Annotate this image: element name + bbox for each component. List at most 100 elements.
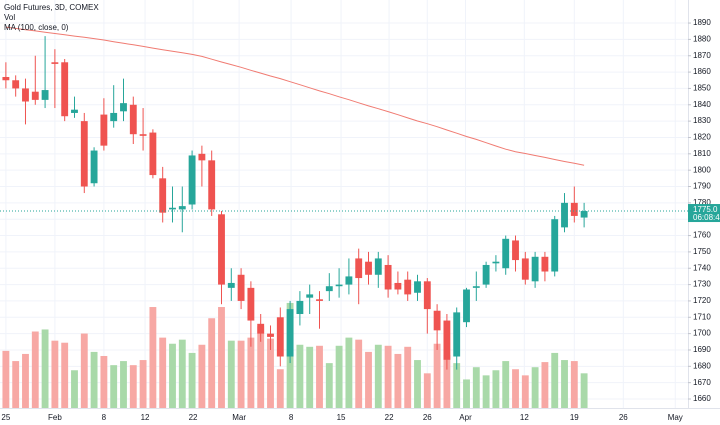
candle-body [512, 240, 519, 261]
x-tick-label: Feb [48, 413, 62, 422]
candle-body [2, 76, 10, 81]
y-tick-label: 1700 [693, 329, 711, 338]
volume-bar [570, 361, 578, 408]
x-tick-label: 15 [337, 413, 346, 422]
x-tick-label: May [668, 413, 683, 422]
x-tick-label: 26 [619, 413, 628, 422]
candle-body [394, 282, 402, 290]
countdown-label: 06:08:43 [693, 213, 720, 222]
candle-body [129, 104, 137, 135]
candle-body [443, 320, 451, 360]
volume-bar [2, 350, 10, 408]
x-tick-label: 22 [189, 413, 198, 422]
y-tick-label: 1670 [693, 378, 711, 387]
volume-bar [394, 353, 402, 408]
candle-body [472, 286, 480, 288]
x-tick-label: Apr [459, 413, 472, 422]
ma-line [5, 26, 585, 166]
candle-body [188, 155, 196, 205]
volume-bar [169, 343, 176, 408]
volume-bar [296, 344, 304, 408]
volume-bar [110, 365, 118, 408]
volume-bar [198, 344, 206, 408]
volume-bar [71, 370, 78, 408]
candle-body [286, 309, 294, 357]
y-tick-label: 1780 [693, 198, 711, 207]
candle-body [453, 312, 461, 357]
y-tick-label: 1860 [693, 67, 711, 76]
candle-body [335, 284, 343, 287]
y-tick-label: 1800 [693, 165, 711, 174]
volume-bar [159, 337, 167, 408]
volume-bar [580, 373, 588, 408]
volume-bar [463, 379, 470, 408]
candle-body [521, 258, 529, 280]
candle-body [208, 160, 216, 210]
candle-body [414, 281, 421, 293]
candle-body [316, 299, 323, 301]
volume-bar [218, 307, 225, 408]
candle-body [365, 261, 372, 275]
y-tick-label: 1850 [693, 84, 711, 93]
candle-body [325, 286, 333, 292]
x-tick-label: 8 [102, 413, 107, 422]
volume-bar [502, 361, 510, 408]
candle-body [345, 276, 353, 285]
candle-body [355, 258, 363, 279]
volume-bar [100, 355, 108, 408]
candle-body [120, 103, 127, 112]
candle-body [80, 121, 88, 187]
candle-body [110, 112, 118, 122]
y-tick-label: 1720 [693, 296, 711, 305]
candle-body [306, 294, 314, 298]
candle-layer [0, 26, 688, 370]
candle-body [139, 134, 147, 136]
y-tick-label: 1840 [693, 100, 711, 109]
volume-bar [414, 360, 421, 408]
candle-body [433, 310, 441, 331]
candle-body [90, 150, 98, 184]
volume-bar [178, 339, 186, 408]
y-tick-label: 1740 [693, 263, 711, 272]
x-tick-label: 26 [423, 413, 432, 422]
last-price-box [688, 204, 720, 223]
last-price-label: 1775.0 [693, 205, 718, 214]
volume-bar [404, 346, 412, 408]
candle-body [570, 202, 578, 216]
volume-bar [561, 360, 568, 408]
y-tick-label: 1870 [693, 51, 711, 60]
x-tick-label: 22 [385, 413, 394, 422]
volume-bar [541, 362, 549, 408]
candle-body [374, 258, 382, 275]
candle-body [237, 274, 245, 301]
volume-bar [531, 367, 539, 408]
x-tick-label: 25 [1, 413, 10, 422]
y-tick-label: 1830 [693, 116, 711, 125]
volume-bar [257, 326, 265, 408]
volume-bar [12, 361, 20, 408]
y-tick-label: 1730 [693, 280, 711, 289]
volume-bar [423, 373, 431, 408]
volume-bar [120, 361, 127, 408]
volume-bar [149, 307, 157, 408]
candle-body [178, 206, 186, 210]
volume-bar [267, 338, 274, 408]
volume-bar [453, 363, 461, 408]
candle-body [404, 279, 412, 295]
volume-bar [31, 331, 39, 408]
candle-body [482, 264, 490, 285]
volume-bar [306, 346, 314, 408]
volume-bar [443, 354, 451, 408]
candle-body [22, 88, 29, 102]
volume-bar [188, 352, 196, 408]
candle-body [492, 261, 500, 264]
candle-body [169, 207, 176, 210]
y-tick-label: 1660 [693, 394, 711, 403]
candle-body [296, 300, 304, 315]
volume-bar [22, 353, 29, 408]
volume-bar [227, 340, 235, 408]
x-tick-label: 12 [520, 413, 529, 422]
candle-body [551, 219, 559, 272]
volume-bar [276, 369, 284, 408]
